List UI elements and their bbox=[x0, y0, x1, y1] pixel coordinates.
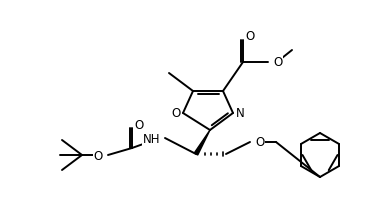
Text: O: O bbox=[171, 106, 181, 119]
Text: O: O bbox=[94, 150, 103, 163]
Text: O: O bbox=[134, 119, 143, 132]
Text: O: O bbox=[245, 29, 254, 42]
Polygon shape bbox=[194, 130, 210, 155]
Text: N: N bbox=[236, 106, 244, 119]
Text: NH: NH bbox=[142, 132, 160, 145]
Text: O: O bbox=[255, 136, 264, 149]
Text: O: O bbox=[273, 55, 282, 68]
